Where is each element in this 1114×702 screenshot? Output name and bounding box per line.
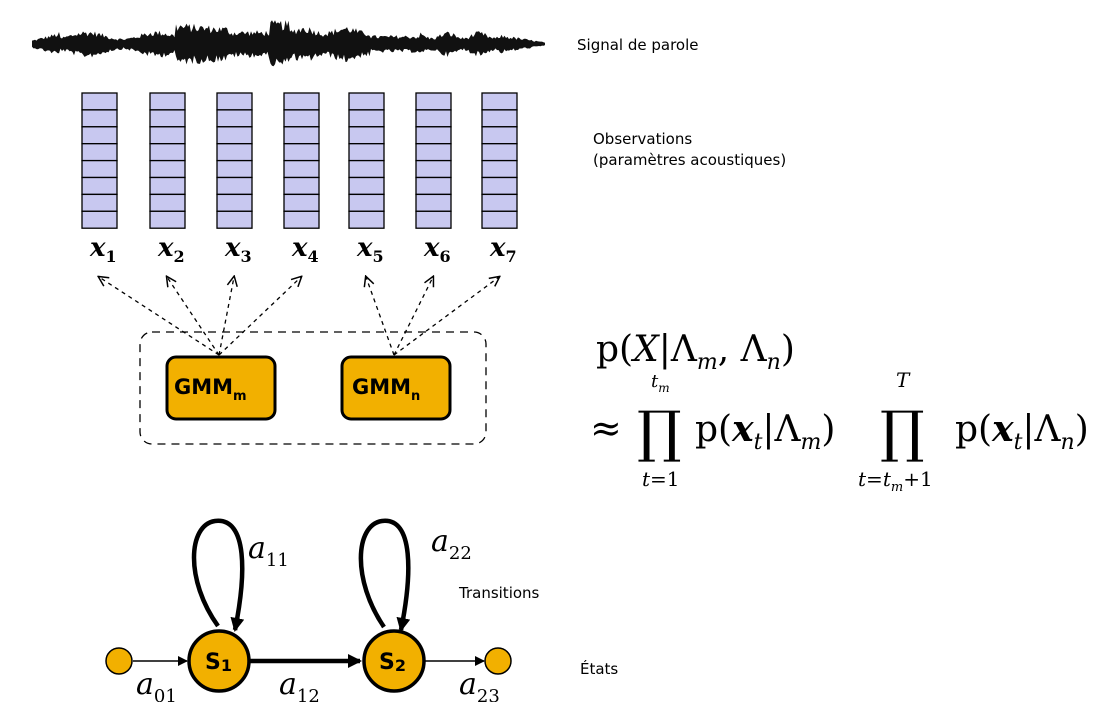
emission-arrow-5 [366, 277, 395, 356]
observations-label: Observations [593, 130, 692, 148]
product-2-upper: T [896, 368, 911, 392]
emission-arrow-3 [218, 277, 234, 356]
observation-label-4: x4 [291, 233, 319, 266]
observation-frame-1 [81, 92, 118, 229]
gmm-group-box [139, 331, 487, 445]
product-symbol-1: ∏ [637, 400, 682, 465]
observation-frame-2 [149, 92, 186, 229]
gmm-n-label: GMMn [352, 375, 420, 404]
equation-line1: p(X|Λm, Λn) [596, 329, 795, 375]
gmm-m-label: GMMm [174, 375, 247, 404]
emission-arrow-4 [218, 277, 301, 356]
observation-label-7: x7 [489, 233, 517, 266]
emission-arrows [99, 277, 499, 356]
product-symbol-2: ∏ [880, 400, 925, 465]
self-loop-s1 [191, 518, 245, 632]
observation-frame-4 [283, 92, 320, 229]
product-1-lower: t=1 [642, 467, 680, 491]
signal-label: Signal de parole [577, 36, 699, 54]
transition-label-a11: a11 [248, 531, 289, 571]
transitions-label: Transitions [458, 584, 540, 602]
gmm-n-box: GMMn [340, 355, 452, 421]
observation-frame-3 [216, 92, 253, 229]
state-s2: S2 [362, 629, 426, 693]
observation-frame-7 [481, 92, 518, 229]
gmm-m-box: GMMm [165, 355, 277, 421]
observation-label-1: x1 [89, 233, 117, 266]
state-s1: S1 [187, 629, 251, 693]
emission-arrow-6 [393, 277, 433, 356]
state-s2-label: S2 [379, 650, 406, 675]
exit-node [484, 647, 512, 675]
speech-waveform [32, 20, 545, 67]
transition-label-a12: a12 [279, 667, 320, 702]
product-1-upper: tm [651, 371, 670, 395]
equation-term-1: p(xt|Λm) [695, 408, 835, 455]
transition-label-a01: a01 [136, 667, 177, 702]
observation-frame-6 [415, 92, 452, 229]
emission-arrow-2 [167, 277, 220, 356]
observation-label-6: x6 [423, 233, 451, 266]
observation-label-3: x3 [224, 233, 252, 266]
equation-approx: ≈ [590, 406, 622, 450]
state-s1-label: S1 [205, 650, 232, 675]
emission-arrow-7 [393, 277, 499, 356]
states-label: États [580, 659, 618, 678]
observations-sublabel: (paramètres acoustiques) [593, 151, 786, 169]
observation-frames [81, 92, 518, 229]
observation-label-5: x5 [356, 233, 384, 266]
entry-node [105, 647, 133, 675]
product-2-lower: t=tm+1 [858, 467, 933, 495]
transition-label-a23: a23 [459, 667, 500, 702]
observation-symbols: x1 x2 x3 x4 x5 x6 x7 [89, 233, 517, 266]
equation-term-2: p(xt|Λn) [955, 408, 1089, 455]
likelihood-equation: p(X|Λm, Λn) ≈ ∏ tm t=1 p(xt|Λm) ∏ T t=tm… [590, 329, 1089, 495]
self-loop-s2 [358, 518, 411, 632]
observation-frame-5 [348, 92, 385, 229]
transition-label-a22: a22 [431, 524, 472, 564]
observation-label-2: x2 [157, 233, 185, 266]
emission-arrow-1 [99, 277, 220, 356]
